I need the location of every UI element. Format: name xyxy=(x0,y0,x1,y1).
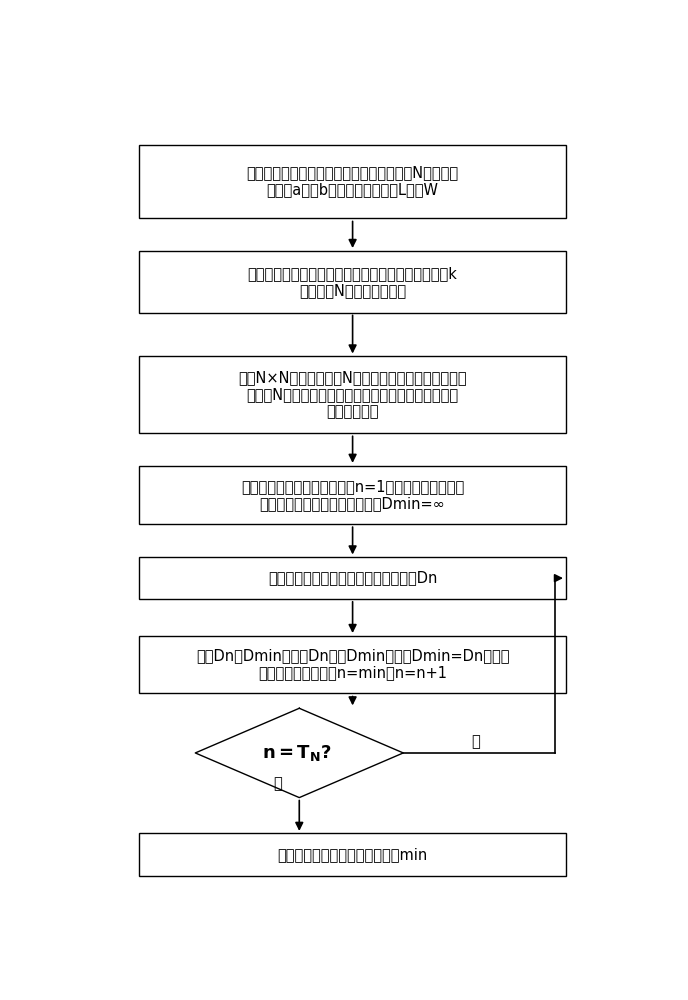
Text: 否: 否 xyxy=(471,734,480,749)
Text: ，并获得N维初始空间向量: ，并获得N维初始空间向量 xyxy=(299,283,406,298)
Text: 对所有图片按顺序进行编号，获得每幅图片的长宽比k: 对所有图片按顺序进行编号，获得每幅图片的长宽比k xyxy=(248,266,458,281)
Text: 获取排版数据，所述排版数据包括图片总数N，每幅图: 获取排版数据，所述排版数据包括图片总数N，每幅图 xyxy=(246,166,459,181)
Text: $\mathbf{n=T_N?}$: $\mathbf{n=T_N?}$ xyxy=(262,743,332,763)
Text: 录下该新的向量空间n=min；n=n+1: 录下该新的向量空间n=min；n=n+1 xyxy=(258,665,447,680)
Bar xyxy=(139,145,566,218)
Text: 生成N×N网格阵列，将N张所述图片与所述网格矩阵中: 生成N×N网格阵列，将N张所述图片与所述网格矩阵中 xyxy=(238,370,467,385)
Text: 从第一个组合开始，即初始化n=1，每个新的空间向量: 从第一个组合开始，即初始化n=1，每个新的空间向量 xyxy=(241,479,464,494)
Text: 能的排版组合: 能的排版组合 xyxy=(326,404,379,419)
Text: 的任意N个网格对应形成所有可能的排版组合，所有可: 的任意N个网格对应形成所有可能的排版组合，所有可 xyxy=(246,387,459,402)
Text: 计算新的空间向量与原始向量间的距离Dn: 计算新的空间向量与原始向量间的距离Dn xyxy=(268,571,438,586)
Text: 比较Dn和Dmin，如果Dn小于Dmin就更新Dmin=Dn，并记: 比较Dn和Dmin，如果Dn小于Dmin就更新Dmin=Dn，并记 xyxy=(196,648,509,663)
Text: 获得最小的组合结果，空间向量min: 获得最小的组合结果，空间向量min xyxy=(277,847,428,862)
Bar xyxy=(139,636,566,693)
Bar xyxy=(139,251,566,312)
Text: 是: 是 xyxy=(274,776,282,791)
Text: 与原始向量的最近距离初始化为Dmin=∞: 与原始向量的最近距离初始化为Dmin=∞ xyxy=(260,496,445,511)
Bar xyxy=(139,356,566,433)
Bar xyxy=(139,833,566,876)
Bar xyxy=(139,466,566,524)
Bar xyxy=(139,557,566,599)
Text: 片的长a和宽b，以及排版区域长L和宽W: 片的长a和宽b，以及排版区域长L和宽W xyxy=(267,183,439,198)
Polygon shape xyxy=(195,708,403,798)
